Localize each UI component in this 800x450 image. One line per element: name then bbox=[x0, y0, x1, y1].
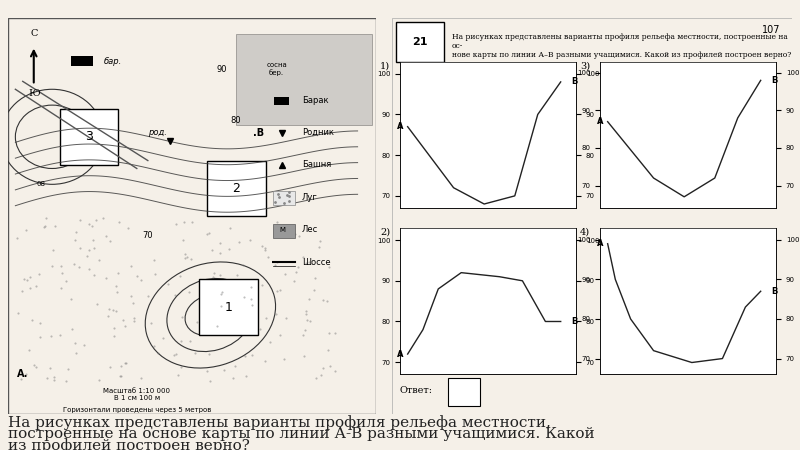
Text: 80: 80 bbox=[231, 117, 242, 126]
Bar bbox=[274, 97, 289, 105]
Text: A: A bbox=[597, 117, 603, 126]
Text: бар.: бар. bbox=[104, 57, 122, 66]
Text: A: A bbox=[397, 350, 403, 359]
Text: A: A bbox=[397, 122, 403, 131]
Text: 1): 1) bbox=[380, 62, 390, 71]
Bar bbox=[448, 378, 480, 406]
Text: Горизонтали проведены через 5 метров: Горизонтали проведены через 5 метров bbox=[62, 407, 211, 413]
Bar bbox=[273, 224, 294, 238]
Text: B: B bbox=[771, 76, 778, 85]
Text: На рисунках представлены варианты профиля рельефа местности,: На рисунках представлены варианты профил… bbox=[8, 415, 551, 431]
Text: 08: 08 bbox=[37, 181, 46, 187]
Text: из профилей построен верно?: из профилей построен верно? bbox=[8, 438, 250, 450]
FancyBboxPatch shape bbox=[206, 161, 266, 216]
Text: С: С bbox=[30, 29, 38, 38]
Text: построенные на основе карты по линии А-В разными учащимися. Какой: построенные на основе карты по линии А-В… bbox=[8, 427, 594, 441]
Text: 90: 90 bbox=[216, 65, 226, 74]
Bar bbox=[273, 191, 294, 205]
Text: .B: .B bbox=[253, 128, 264, 138]
Text: 70: 70 bbox=[142, 231, 153, 240]
Text: род.: род. bbox=[148, 128, 166, 137]
Text: 21: 21 bbox=[412, 37, 428, 47]
Text: 2: 2 bbox=[232, 182, 240, 195]
Text: 107: 107 bbox=[762, 25, 780, 35]
Text: Лес: Лес bbox=[302, 225, 318, 234]
Text: Барак: Барак bbox=[302, 96, 329, 105]
Text: A: A bbox=[597, 239, 603, 248]
Text: Луг: Луг bbox=[302, 193, 318, 202]
Text: Башня: Башня bbox=[302, 161, 331, 170]
Text: 4): 4) bbox=[580, 228, 590, 237]
Bar bbox=[70, 56, 93, 66]
Text: Ю: Ю bbox=[28, 89, 39, 98]
Text: 3: 3 bbox=[85, 130, 93, 143]
FancyBboxPatch shape bbox=[59, 109, 118, 165]
Text: Масштаб 1:10 000
В 1 см 100 м: Масштаб 1:10 000 В 1 см 100 м bbox=[103, 388, 170, 400]
Bar bbox=[236, 34, 372, 125]
FancyBboxPatch shape bbox=[396, 22, 444, 62]
Text: 1: 1 bbox=[225, 301, 233, 314]
Text: B: B bbox=[571, 77, 578, 86]
Text: Ответ:: Ответ: bbox=[400, 386, 433, 395]
Text: 3): 3) bbox=[580, 62, 590, 71]
Text: B: B bbox=[771, 287, 778, 296]
Text: На рисунках представлены варианты профиля рельефа местности, построенные на ос-
: На рисунках представлены варианты профил… bbox=[452, 32, 791, 59]
Text: 2): 2) bbox=[380, 228, 390, 237]
Text: сосна
бер.: сосна бер. bbox=[266, 63, 287, 76]
Text: A.: A. bbox=[17, 369, 29, 379]
Text: Шоссе: Шоссе bbox=[302, 257, 330, 266]
Text: B: B bbox=[571, 317, 578, 326]
Text: М: М bbox=[280, 227, 286, 233]
Text: Родник: Родник bbox=[302, 128, 334, 137]
FancyBboxPatch shape bbox=[199, 279, 258, 335]
